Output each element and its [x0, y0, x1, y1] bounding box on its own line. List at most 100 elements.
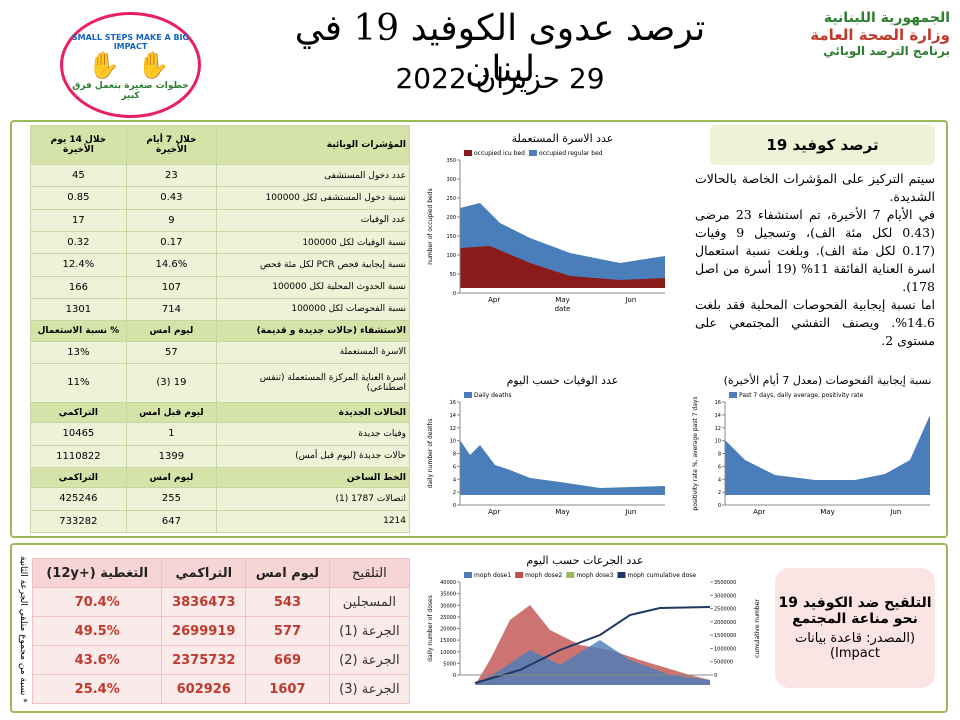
table-cell: 1 — [125, 422, 218, 446]
table-row: عدد الوفيات 9 17 — [30, 208, 410, 232]
x-tick-label: Apr — [488, 296, 500, 304]
legend-swatch — [729, 392, 737, 398]
y-tick-label: 6 — [453, 464, 456, 470]
chart-shape — [725, 415, 930, 495]
y-tick-label: 100 — [446, 253, 456, 259]
table-cell: 255 — [125, 487, 218, 511]
table-cell: 0.32 — [30, 230, 127, 255]
y-tick-label: 10 — [450, 439, 456, 445]
vaccine-note: * نسبة من مجموع متلقي الجرعة الثانية — [18, 556, 28, 703]
table-cell: خلال 14 يوم الأخيرة — [30, 124, 127, 166]
logo: SMALL STEPS MAKE A BIG IMPACT ✋ ✋ خطوات … — [60, 12, 201, 118]
legend-swatch — [464, 150, 472, 156]
table-cell: التراكمي — [161, 558, 247, 588]
chart-title: عدد الاسرة المستعملة — [512, 132, 614, 145]
summary: سيتم التركيز على المؤشرات الخاصة بالحالا… — [695, 170, 935, 350]
y-tick-label: 35000 — [440, 592, 456, 598]
ministry-line: برنامج الترصد الوبائي — [823, 44, 950, 58]
vaccine-table: التلقيح ليوم امس التراكمي التغطية (+12y) الم… — [31, 558, 411, 704]
table-cell: الخط الساخن — [216, 466, 410, 489]
table-cell: 1399 — [125, 444, 218, 468]
x-tick-label: Apr — [488, 508, 500, 516]
table-cell: 1214 — [216, 509, 410, 534]
table-row: الجرعة (1) 577 2699919 49.5% — [31, 616, 411, 646]
y-tick-label: 40000 — [440, 580, 456, 586]
y-tick-label: 15000 — [440, 638, 456, 644]
y2-axis-label: cumulative number — [754, 599, 761, 658]
table-row: 1214 647 733282 — [30, 509, 410, 534]
table-row: وفيات جديدة 1 10465 — [30, 422, 410, 446]
chart-shape — [460, 246, 665, 288]
indicators-table: المؤشرات الوبائية خلال 7 أيام الأخيرة خلال… — [30, 124, 410, 534]
table-row: الجرعة (3) 1607 602926 25.4% — [31, 674, 411, 704]
y-tick-label: 14 — [450, 413, 456, 419]
y-tick-label: 250 — [446, 196, 456, 202]
table-cell: 577 — [245, 616, 330, 646]
table-cell: 23 — [125, 164, 218, 188]
y-tick-label: 6 — [718, 464, 721, 470]
table-cell: 669 — [245, 645, 330, 675]
summary-paragraph: اما نسبة إيجابية الفحوصات المحلية فقد بل… — [695, 297, 935, 348]
table-cell: 17 — [30, 208, 127, 232]
table-row: حالات جديدة (ليوم قبل أمس) 1399 1110822 — [30, 444, 410, 468]
summary-title: ترصد كوفيد 19 — [710, 125, 935, 165]
table-row: نسبة الوفيات لكل 100000 0.17 0.32 — [30, 230, 410, 255]
legend-label: moph dose3 — [576, 572, 613, 579]
x-tick-label: Jun — [624, 296, 636, 304]
table-row: الاستشفاء (حالات جديدة و قديمة) ليوم امس%… — [30, 320, 410, 342]
legend-label: moph dose1 — [474, 572, 511, 579]
y-tick-label: 25000 — [440, 615, 456, 621]
main-panel — [10, 120, 948, 538]
legend-label: Past 7 days, daily average, positivity r… — [739, 392, 864, 399]
x-tick-label: Jun — [889, 508, 901, 516]
y2-tick-label: 1000000 — [714, 646, 736, 652]
table-cell: المؤشرات الوبائية — [216, 124, 410, 166]
summary-paragraph: في الأيام 7 الأخيرة، تم استشفاء 23 مرضى … — [695, 207, 935, 294]
table-cell: ليوم امس — [125, 466, 218, 489]
table-cell: الحالات الجديدة — [216, 401, 410, 424]
y-axis-label: daily number of deaths — [427, 419, 434, 489]
y-tick-label: 8 — [453, 452, 456, 458]
y2-tick-label: 2000000 — [714, 620, 736, 626]
table-cell: الاسرة المستعملة — [216, 340, 410, 364]
table-cell: 14.6% — [125, 253, 218, 277]
table-cell: 10465 — [30, 422, 127, 446]
vaccine-box-source: (المصدر: قاعدة بيانات Impact) — [794, 631, 916, 661]
x-tick-label: Apr — [753, 508, 765, 516]
table-cell: 3836473 — [161, 587, 247, 617]
y-tick-label: 2 — [453, 490, 456, 496]
y-tick-label: 16 — [450, 400, 456, 406]
table-cell: 1607 — [245, 674, 330, 704]
table-cell: حالات جديدة (ليوم قبل أمس) — [216, 444, 410, 468]
legend-label: occupied regular bed — [539, 150, 603, 157]
ministry-line: وزارة الصحة العامة — [810, 26, 950, 44]
chart-shape — [475, 640, 710, 685]
logo-icon: ✋ ✋ — [87, 51, 174, 81]
table-cell: التغطية (+12y) — [31, 558, 163, 588]
y-tick-label: 10 — [715, 439, 721, 445]
table-cell: الجرعة (2) — [328, 645, 411, 675]
table-cell: التلقيح — [328, 558, 411, 588]
y-tick-label: 30000 — [440, 603, 456, 609]
table-row: عدد دخول المستشفى 23 45 — [30, 164, 410, 188]
y-tick-label: 0 — [453, 503, 456, 509]
table-cell: اتصالات 1787 (1) — [216, 487, 410, 511]
table-cell: 13% — [30, 340, 127, 364]
table-row: نسبة دخول المستشفى لكل 100000 0.43 0.85 — [30, 186, 410, 210]
ministry-line: الجمهورية اللبنانية — [823, 10, 950, 26]
y-axis-label: positivity rate %, average past 7 days — [692, 396, 699, 510]
x-axis-label: date — [555, 305, 571, 313]
y2-tick-label: 500000 — [714, 660, 733, 666]
legend-label: moph cumulative dose — [627, 572, 696, 579]
y-axis-label: daily number of doses — [427, 595, 434, 662]
summary-paragraph: سيتم التركيز على المؤشرات الخاصة بالحالا… — [695, 171, 935, 204]
y2-tick-label: 0 — [714, 673, 717, 679]
deaths-chart: عدد الوفيات حسب اليوم Daily deaths 0 2 4 6 8 10… — [427, 374, 665, 516]
table-cell: التراكمي — [30, 401, 127, 424]
table-cell: 49.5% — [31, 616, 163, 646]
y-tick-label: 350 — [446, 158, 456, 164]
y2-tick-label: 3500000 — [714, 580, 736, 586]
table-cell: 166 — [30, 275, 127, 299]
table-cell: نسبة الوفيات لكل 100000 — [216, 230, 410, 255]
y-tick-label: 8 — [718, 452, 721, 458]
